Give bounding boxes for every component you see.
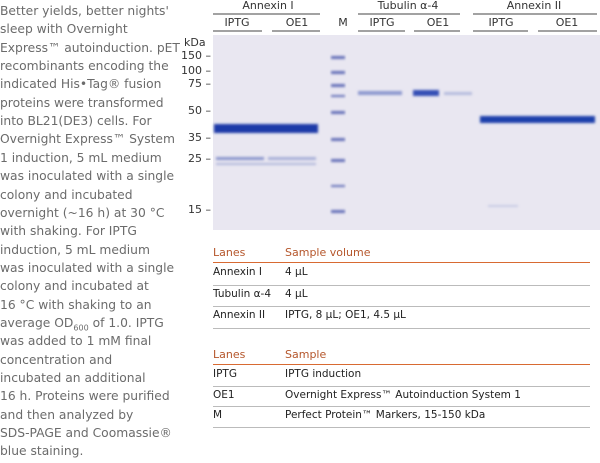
caption-line: colony and incubated at <box>0 279 149 294</box>
table-cell: OE1 <box>213 388 235 401</box>
lane-label: M <box>338 16 348 29</box>
marker-ladder <box>331 56 345 213</box>
caption-line: 1 induction, 5 mL medium <box>0 150 162 165</box>
table-cell: IPTG, 8 µL; OE1, 4.5 µL <box>285 309 406 321</box>
lane-label: IPTG <box>369 16 395 29</box>
row-rule <box>213 306 590 307</box>
caption-line: overnight (~16 h) at 30 °C <box>0 205 165 220</box>
caption-line: recombinants encoding the <box>0 59 169 74</box>
marker-label: 35 – <box>188 131 211 144</box>
caption-line: was inoculated with a single <box>0 260 175 275</box>
caption-line: incubated an additional <box>0 371 146 385</box>
caption-line: colony and incubated <box>0 187 133 202</box>
row-rule <box>213 385 590 387</box>
table-cell: M <box>213 409 223 421</box>
bands <box>214 90 595 207</box>
caption-line: Overnight Express™ System <box>0 132 175 147</box>
caption-line: and then analyzed by <box>0 407 134 422</box>
unit-label: kDa <box>184 36 206 49</box>
table-cell: 4 µL <box>285 287 308 300</box>
caption-line: 16 h. Proteins were purified <box>0 389 170 404</box>
table-cell: IPTG <box>213 368 237 380</box>
row-rule <box>213 406 590 407</box>
marker-label: 150 – <box>181 49 211 62</box>
marker-label: 50 – <box>188 104 211 117</box>
group-label: Tubulin α-4 <box>377 0 439 12</box>
caption-line: concentration and <box>0 352 113 367</box>
lane-label: IPTG <box>224 16 250 29</box>
marker-label: 75 – <box>188 77 211 90</box>
caption-line: with shaking. For IPTG <box>0 224 137 239</box>
caption-text: average OD <box>0 315 74 330</box>
marker-label: 25 – <box>188 152 211 165</box>
caption-line: Express™ autoinduction. pET <box>0 40 180 55</box>
caption-line: average OD600 of 1.0. IPTG <box>0 316 164 332</box>
marker-label: 15 – <box>188 203 211 216</box>
table-cell: Overnight Express™ Autoinduction System … <box>285 388 521 401</box>
caption-line: indicated His•Tag® fusion <box>0 77 162 92</box>
group-label: Annexin II <box>506 0 562 12</box>
lane-label: OE1 <box>285 16 309 29</box>
table-cell: Annexin II <box>213 309 266 321</box>
group-label: Annexin I <box>242 0 294 12</box>
caption-line: into BL21(DE3) cells. For <box>0 114 152 129</box>
table-header: Sample volume <box>285 246 371 259</box>
table-header: Lanes <box>213 246 246 259</box>
header-rule <box>213 364 590 365</box>
caption-line: proteins were transformed <box>0 95 164 110</box>
row-rule <box>213 327 590 329</box>
table-header: Sample <box>285 348 327 361</box>
header-rule <box>213 262 590 263</box>
table-cell: Tubulin α-4 <box>213 287 272 300</box>
caption-line: 16 °C with shaking to an <box>0 297 152 312</box>
table-cell: IPTG induction <box>285 368 362 380</box>
lane-label: IPTG <box>488 16 514 29</box>
caption-line: sleep with Overnight <box>0 22 128 37</box>
row-rule <box>213 426 590 428</box>
table-cell: Annexin I <box>213 266 262 278</box>
caption-text: of 1.0. IPTG <box>88 315 164 330</box>
caption-line: SDS-PAGE and Coomassie® <box>0 426 172 441</box>
table-cell: 4 µL <box>285 266 308 278</box>
header-rules <box>213 13 597 32</box>
lane-label: OE1 <box>426 16 450 29</box>
row-rule <box>213 284 590 286</box>
caption-subscript: 600 <box>73 323 89 333</box>
table-cell: Perfect Protein™ Markers, 15-150 kDa <box>285 409 486 421</box>
marker-label: 100 – <box>181 64 211 77</box>
caption-line: blue staining. <box>0 444 84 459</box>
caption-line: Better yields, better nights' <box>0 4 169 18</box>
caption-line: was added to 1 mM final <box>0 334 152 349</box>
gel-figure <box>213 13 600 230</box>
table-header: Lanes <box>213 348 246 361</box>
lane-label: OE1 <box>555 16 579 29</box>
caption-line: was inoculated with a single <box>0 169 175 184</box>
caption-line: induction, 5 mL medium <box>0 242 150 257</box>
